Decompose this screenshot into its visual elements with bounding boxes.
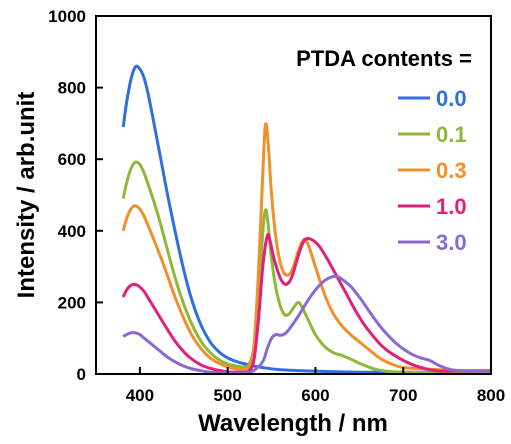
legend: 0.0 0.1 0.3 1.0 3.0 xyxy=(398,86,467,255)
y-tick-label: 800 xyxy=(58,79,86,98)
plot-lines xyxy=(121,64,492,375)
x-tick-label: 600 xyxy=(301,386,329,405)
y-tick-label: 0 xyxy=(77,365,86,384)
series-line-0.1 xyxy=(121,160,492,375)
legend-label: 3.0 xyxy=(436,230,467,255)
y-axis-ticks: 0 200 400 600 800 1000 xyxy=(48,7,103,384)
x-axis-title: Wavelength / nm xyxy=(198,410,388,437)
series-line-3.0 xyxy=(122,274,492,375)
series-line-0.3 xyxy=(121,122,492,372)
y-tick-label: 600 xyxy=(58,150,86,169)
legend-title: PTDA contents = xyxy=(296,46,472,71)
y-tick-label: 200 xyxy=(58,293,86,312)
x-axis-ticks: 400 500 600 700 800 xyxy=(126,367,505,405)
legend-label: 0.1 xyxy=(436,122,467,147)
legend-label: 0.3 xyxy=(436,158,467,183)
series-line-1.0 xyxy=(121,232,492,374)
series-line-0.0 xyxy=(121,64,491,374)
legend-label: 1.0 xyxy=(436,194,467,219)
x-tick-label: 500 xyxy=(213,386,241,405)
x-tick-label: 800 xyxy=(477,386,505,405)
x-tick-label: 400 xyxy=(126,386,154,405)
y-axis-title: Intensity / arb.unit xyxy=(13,92,40,299)
y-tick-label: 400 xyxy=(58,222,86,241)
y-tick-label: 1000 xyxy=(48,7,86,26)
plot-frame xyxy=(95,15,492,375)
legend-label: 0.0 xyxy=(436,86,467,111)
x-tick-label: 700 xyxy=(389,386,417,405)
